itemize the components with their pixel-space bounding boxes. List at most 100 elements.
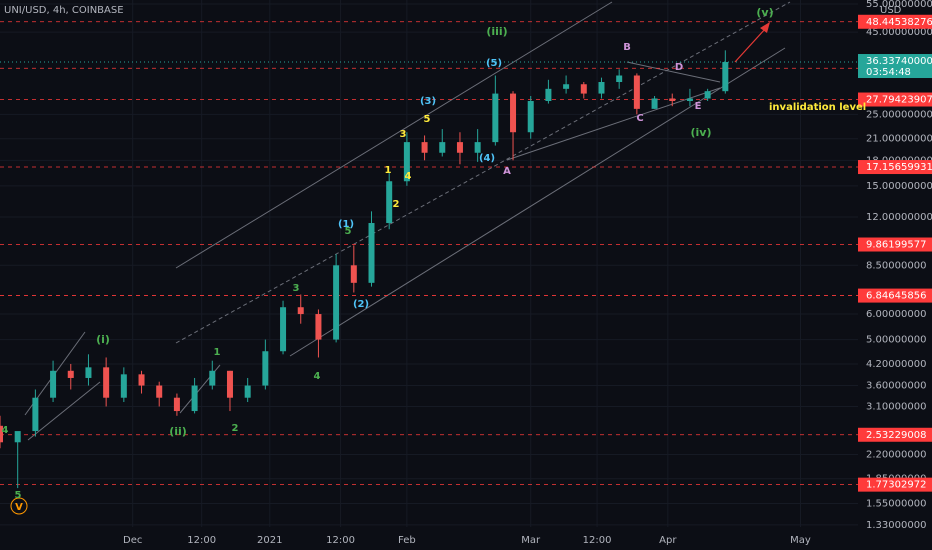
- x-tick-label: 12:00: [583, 535, 612, 546]
- price-axis: [858, 0, 932, 550]
- wave-label: (3): [420, 96, 436, 107]
- x-tick-label: 2021: [257, 535, 282, 546]
- candle-body: [209, 370, 216, 386]
- wave-label: 2: [393, 199, 400, 210]
- candle-body: [14, 431, 21, 443]
- candle-body: [173, 397, 180, 412]
- wave-label: (iv): [691, 126, 712, 139]
- wave-label: 5: [345, 226, 352, 237]
- level-label: 17.15659931: [866, 162, 932, 173]
- candle-body: [103, 367, 110, 398]
- wave-label: (4): [479, 153, 495, 164]
- candle-body: [32, 397, 39, 432]
- candle-body: [669, 98, 676, 102]
- wave-label: 3: [293, 283, 300, 294]
- x-tick-label: 12:00: [187, 535, 216, 546]
- wave-label: C: [636, 113, 643, 124]
- candle-body: [651, 98, 658, 109]
- wave-label: (iii): [486, 25, 507, 38]
- level-label: 2.53229008: [866, 430, 926, 441]
- candle-body: [333, 265, 340, 340]
- level-label: 9.86199577: [866, 240, 926, 251]
- y-tick-label: 3.10000000: [866, 401, 926, 412]
- candle-body: [350, 265, 357, 283]
- wave-label: (ii): [169, 425, 187, 438]
- candle-body: [686, 98, 693, 102]
- wave-circle: [10, 497, 28, 515]
- candle-body: [368, 223, 375, 283]
- candle-body: [191, 385, 198, 412]
- candle-body: [403, 142, 410, 182]
- level-label-box: [858, 477, 932, 492]
- level-label-box: [858, 288, 932, 303]
- y-tick-label: 15.00000000: [866, 181, 932, 192]
- y-tick-label: 1.55000000: [866, 498, 926, 509]
- candle-body: [226, 370, 233, 398]
- candle-body: [598, 82, 605, 94]
- x-tick-label: May: [790, 535, 811, 546]
- x-tick-label: Feb: [398, 535, 416, 546]
- candle-body: [0, 425, 3, 443]
- last-price-label: 36.33740000: [866, 56, 932, 67]
- wave-label: B: [623, 42, 631, 53]
- candle-body: [545, 88, 552, 102]
- x-tick-label: Apr: [659, 535, 677, 546]
- last-price-box: [858, 54, 932, 79]
- y-tick-label: 45.00000000: [866, 27, 932, 38]
- candle-body: [704, 91, 711, 99]
- y-tick-label: 4.20000000: [866, 359, 926, 370]
- chart-title: UNI/USD, 4h, COINBASE: [4, 5, 124, 16]
- y-tick-label: 12.00000000: [866, 212, 932, 223]
- candle-body: [315, 314, 322, 340]
- candle-body: [439, 142, 446, 153]
- arrow-head: [760, 22, 770, 33]
- projection-arrow: [734, 27, 767, 63]
- candle-body: [386, 181, 393, 224]
- wave-label: E: [695, 101, 702, 112]
- wave-label: 1: [385, 165, 392, 176]
- candle-body: [67, 370, 74, 378]
- y-tick-label: 21.00000000: [866, 134, 932, 145]
- x-tick-label: Dec: [123, 535, 142, 546]
- candle-body: [474, 142, 481, 153]
- candle-body: [510, 93, 517, 133]
- x-tick-label: Mar: [521, 535, 541, 546]
- wave-label: 3: [400, 129, 407, 140]
- x-tick-label: 12:00: [326, 535, 355, 546]
- level-label: 48.44538276: [866, 17, 932, 28]
- candle-body: [421, 142, 428, 153]
- wave-label: (i): [96, 333, 110, 346]
- wave-label: (5): [486, 58, 502, 69]
- candle-body: [616, 75, 623, 83]
- countdown: 03:54:48: [866, 67, 911, 78]
- candle-body: [456, 142, 463, 153]
- candle-body: [722, 62, 729, 92]
- candle-body: [50, 370, 57, 398]
- wave-label: (1): [338, 219, 354, 230]
- level-label-box: [858, 427, 932, 442]
- wave-label: 4: [2, 425, 9, 436]
- wave-label: V: [15, 502, 23, 513]
- candle-body: [138, 374, 145, 386]
- candle-body: [580, 84, 587, 94]
- candle-body: [156, 385, 163, 398]
- candle-body: [297, 307, 304, 315]
- y-tick-label: 55.00000000: [866, 0, 932, 10]
- y-tick-label: 5.00000000: [866, 335, 926, 346]
- candle-body: [120, 374, 127, 398]
- level-label: 27.79423907: [866, 95, 932, 106]
- wave-label: 2: [232, 423, 239, 434]
- y-tick-label: 1.33000000: [866, 520, 926, 531]
- level-label: 6.84645856: [866, 291, 926, 302]
- wave-label: 5: [424, 114, 431, 125]
- y-tick-label: 25.00000000: [866, 109, 932, 120]
- wave-label: (v): [756, 6, 773, 19]
- y-tick-label: 8.50000000: [866, 260, 926, 271]
- candle-body: [85, 367, 92, 378]
- candle-body: [527, 101, 534, 133]
- candle-body: [280, 307, 287, 352]
- candle-body: [633, 75, 640, 109]
- currency: USD: [880, 5, 902, 16]
